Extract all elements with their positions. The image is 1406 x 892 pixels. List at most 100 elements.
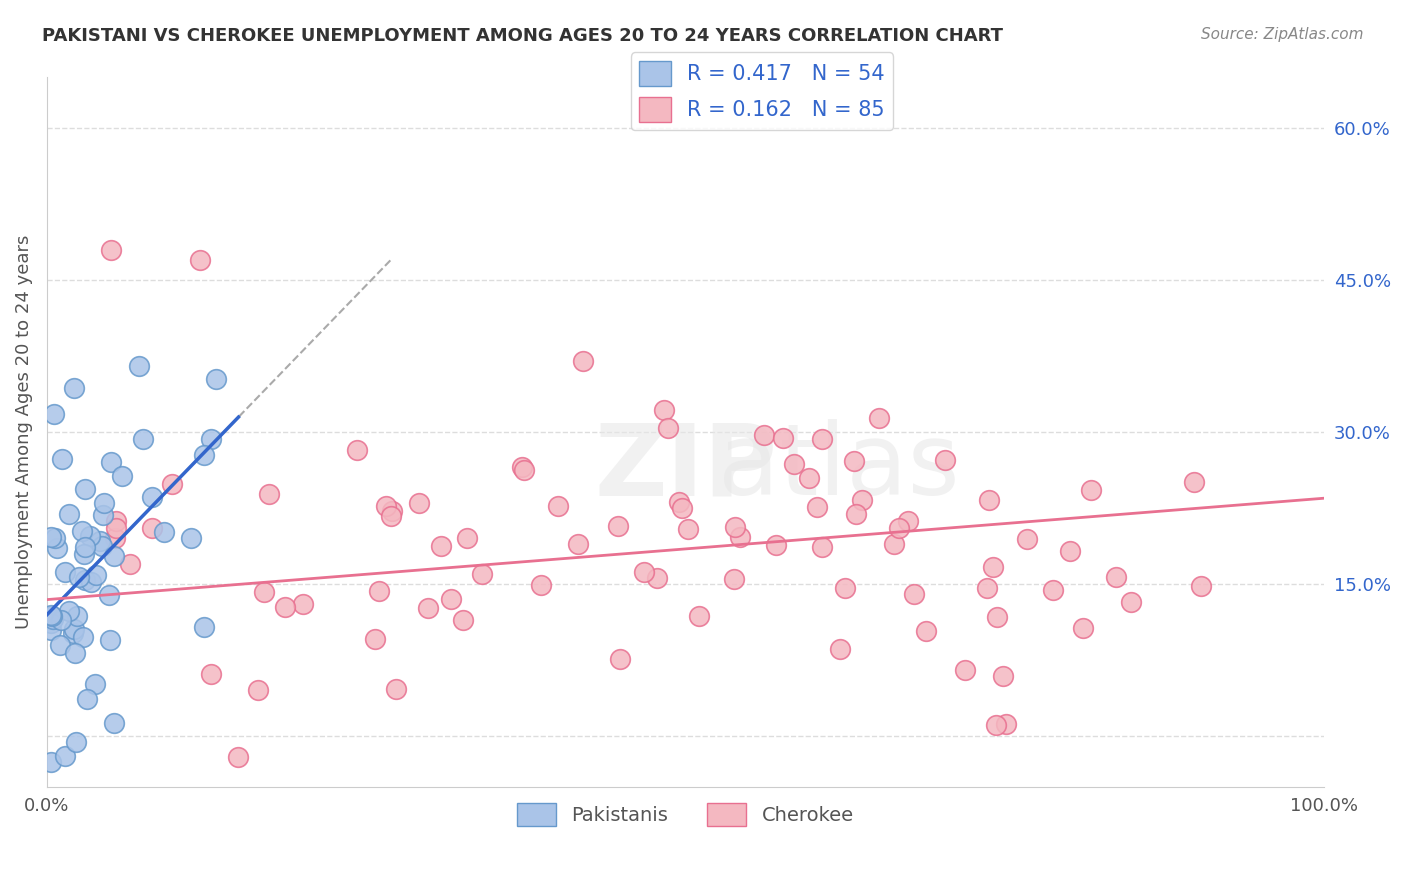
Point <box>609 652 631 666</box>
Point <box>45 541 67 555</box>
Point <box>39 608 62 623</box>
Point <box>728 530 751 544</box>
Point <box>131 432 153 446</box>
Point <box>1119 595 1142 609</box>
Point <box>141 521 163 535</box>
Point <box>977 493 1000 508</box>
Point <box>49 613 72 627</box>
Point <box>887 521 910 535</box>
Point <box>90 539 112 553</box>
Point <box>416 601 439 615</box>
Point <box>89 533 111 548</box>
Point <box>104 514 127 528</box>
Point <box>1059 543 1081 558</box>
Point <box>1105 570 1128 584</box>
Point <box>257 486 280 500</box>
Point <box>346 442 368 457</box>
Point <box>62 626 84 640</box>
Point <box>51 452 73 467</box>
Point <box>995 717 1018 731</box>
Point <box>44 532 66 546</box>
Point <box>291 597 314 611</box>
Point <box>772 431 794 445</box>
Point <box>510 460 533 475</box>
Point <box>456 531 478 545</box>
Point <box>851 492 873 507</box>
Point <box>80 574 103 589</box>
Point <box>657 421 679 435</box>
Point <box>84 677 107 691</box>
Point <box>153 525 176 540</box>
Point <box>228 749 250 764</box>
Point <box>1017 533 1039 547</box>
Point <box>652 403 675 417</box>
Point <box>991 669 1014 683</box>
Point <box>688 608 710 623</box>
Point <box>100 243 122 257</box>
Point <box>104 531 127 545</box>
Point <box>567 537 589 551</box>
Point <box>73 482 96 496</box>
Point <box>799 471 821 485</box>
Point <box>200 666 222 681</box>
Point <box>512 463 534 477</box>
Point <box>63 381 86 395</box>
Point <box>84 567 107 582</box>
Point <box>118 557 141 571</box>
Point <box>811 540 834 554</box>
Point <box>723 520 745 534</box>
Point <box>374 499 396 513</box>
Point <box>67 570 90 584</box>
Point <box>1080 483 1102 498</box>
Point <box>845 508 868 522</box>
Point <box>903 586 925 600</box>
Point <box>430 539 453 553</box>
Point <box>883 537 905 551</box>
Point <box>76 691 98 706</box>
Point <box>42 407 65 421</box>
Point <box>63 646 86 660</box>
Point <box>188 252 211 267</box>
Point <box>1189 579 1212 593</box>
Point <box>607 519 630 533</box>
Text: atlas: atlas <box>718 419 960 516</box>
Point <box>103 716 125 731</box>
Point <box>39 530 62 544</box>
Point <box>869 410 891 425</box>
Point <box>128 359 150 374</box>
Point <box>79 529 101 543</box>
Point <box>1184 475 1206 489</box>
Text: ZIP: ZIP <box>595 419 778 516</box>
Point <box>42 612 65 626</box>
Point <box>39 616 62 631</box>
Point <box>986 718 1008 732</box>
Point <box>105 521 128 535</box>
Point <box>367 583 389 598</box>
Point <box>253 585 276 599</box>
Point <box>66 608 89 623</box>
Point <box>364 632 387 647</box>
Point <box>671 501 693 516</box>
Point <box>453 613 475 627</box>
Point <box>934 453 956 467</box>
Point <box>200 432 222 446</box>
Point <box>65 735 87 749</box>
Point <box>103 549 125 563</box>
Point <box>58 604 80 618</box>
Point <box>765 538 787 552</box>
Text: Source: ZipAtlas.com: Source: ZipAtlas.com <box>1201 27 1364 42</box>
Text: PAKISTANI VS CHEROKEE UNEMPLOYMENT AMONG AGES 20 TO 24 YEARS CORRELATION CHART: PAKISTANI VS CHEROKEE UNEMPLOYMENT AMONG… <box>42 27 1002 45</box>
Point <box>547 499 569 513</box>
Point <box>73 540 96 554</box>
Point <box>1071 621 1094 635</box>
Point <box>834 581 856 595</box>
Point <box>408 496 430 510</box>
Point <box>49 638 72 652</box>
Point <box>63 622 86 636</box>
Point <box>752 427 775 442</box>
Point <box>141 490 163 504</box>
Point <box>41 608 63 623</box>
Point <box>986 609 1008 624</box>
Point <box>811 433 834 447</box>
Point <box>572 354 595 368</box>
